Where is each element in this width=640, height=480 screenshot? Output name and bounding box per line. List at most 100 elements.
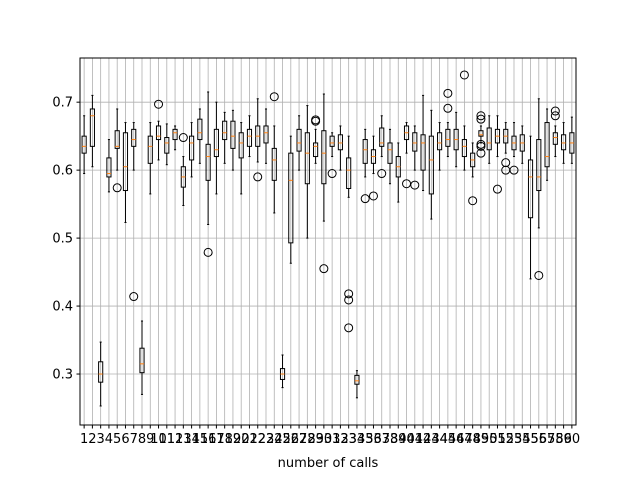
box-10 — [154, 99, 164, 161]
x-tick-label: 11 — [159, 432, 176, 447]
box-55 — [527, 135, 534, 280]
box-1 — [81, 115, 87, 175]
x-tick-label: 48 — [464, 432, 481, 447]
outlier-point — [368, 191, 378, 201]
box-35 — [360, 128, 370, 204]
box-body — [222, 120, 228, 141]
y-tick-label: 0.4 — [52, 300, 73, 315]
x-tick-label: 41 — [407, 432, 424, 447]
x-tick-label: 36 — [365, 432, 382, 447]
x-tick-label: 8 — [138, 432, 146, 447]
box-44 — [437, 122, 443, 171]
x-tick-label: 47 — [456, 432, 473, 447]
y-axis-ticks: 0.3 0.4 0.5 0.6 0.7 — [52, 96, 80, 383]
x-tick-label: 52 — [497, 432, 514, 447]
outlier-point — [344, 289, 354, 299]
x-tick-label: 60 — [564, 432, 581, 447]
outlier-point — [501, 158, 511, 168]
box-27 — [296, 115, 302, 171]
outlier-point — [443, 103, 453, 113]
box-4 — [106, 139, 112, 193]
box-body — [304, 132, 310, 185]
box-body — [544, 122, 550, 168]
box-49 — [476, 111, 486, 158]
box-16 — [203, 91, 213, 257]
x-tick-label: 4 — [105, 432, 113, 447]
outlier-point — [344, 323, 354, 333]
box-22 — [253, 98, 263, 182]
x-tick-label: 50 — [481, 432, 498, 447]
x-tick-label: 32 — [332, 432, 349, 447]
x-tick-label: 14 — [183, 432, 200, 447]
outlier-point — [492, 184, 502, 194]
box-13 — [178, 133, 188, 206]
box-26 — [288, 135, 294, 264]
box-body — [420, 134, 426, 171]
x-tick-label: 45 — [440, 432, 457, 447]
outlier-point — [534, 270, 544, 280]
x-tick-label: 6 — [121, 432, 129, 447]
x-tick-label: 18 — [216, 432, 233, 447]
y-tick-label: 0.6 — [52, 164, 73, 179]
box-body — [337, 134, 343, 151]
x-tick-label: 39 — [390, 432, 407, 447]
x-tick-label: 13 — [175, 432, 192, 447]
box-body — [428, 135, 434, 195]
outlier-point — [203, 247, 213, 257]
box-body — [379, 127, 385, 147]
outlier-point — [377, 169, 387, 179]
outlier-point — [154, 99, 164, 109]
box-body — [81, 135, 87, 154]
x-tick-label: 57 — [539, 432, 556, 447]
box-37 — [377, 115, 387, 179]
box-body — [172, 128, 178, 141]
y-tick-label: 0.5 — [52, 232, 73, 247]
x-tick-label: 27 — [291, 432, 308, 447]
box-32 — [337, 125, 343, 171]
box-body — [288, 152, 294, 244]
box-body — [536, 139, 542, 192]
box-body — [271, 147, 277, 181]
box-23 — [263, 108, 269, 164]
x-tick-label: 44 — [431, 432, 448, 447]
outlier-point — [178, 133, 188, 143]
box-45 — [443, 88, 453, 158]
box-body — [552, 132, 558, 145]
box-body — [263, 125, 269, 144]
box-body — [98, 361, 104, 383]
box-54 — [519, 125, 525, 164]
box-24 — [269, 92, 279, 214]
x-tick-label: 17 — [208, 432, 225, 447]
x-tick-label: 53 — [506, 432, 523, 447]
box-20 — [238, 122, 244, 195]
x-tick-label: 30 — [316, 432, 333, 447]
box-body — [213, 128, 219, 158]
box-15 — [197, 108, 203, 164]
box-body — [155, 125, 162, 141]
box-body — [561, 134, 567, 151]
outlier-point — [269, 92, 279, 102]
x-tick-label: 49 — [473, 432, 490, 447]
box-body — [197, 118, 203, 141]
box-body — [412, 132, 418, 152]
box-body — [246, 128, 253, 147]
box-body — [147, 135, 153, 164]
box-33 — [344, 135, 354, 333]
box-56 — [534, 98, 544, 280]
box-7 — [129, 122, 139, 302]
x-tick-label: 25 — [274, 432, 291, 447]
box-18 — [222, 111, 228, 164]
outlier-point — [476, 141, 486, 151]
box-6 — [122, 122, 129, 223]
box-9 — [147, 122, 153, 195]
outlier-point — [509, 165, 519, 175]
x-tick-label: 29 — [307, 432, 324, 447]
x-tick-label: 12 — [167, 432, 184, 447]
outlier-point — [459, 70, 469, 80]
box-59 — [561, 122, 567, 164]
box-3 — [98, 341, 104, 407]
x-tick-label: 21 — [241, 432, 258, 447]
box-28 — [304, 105, 310, 239]
axes-frame — [79, 57, 577, 426]
